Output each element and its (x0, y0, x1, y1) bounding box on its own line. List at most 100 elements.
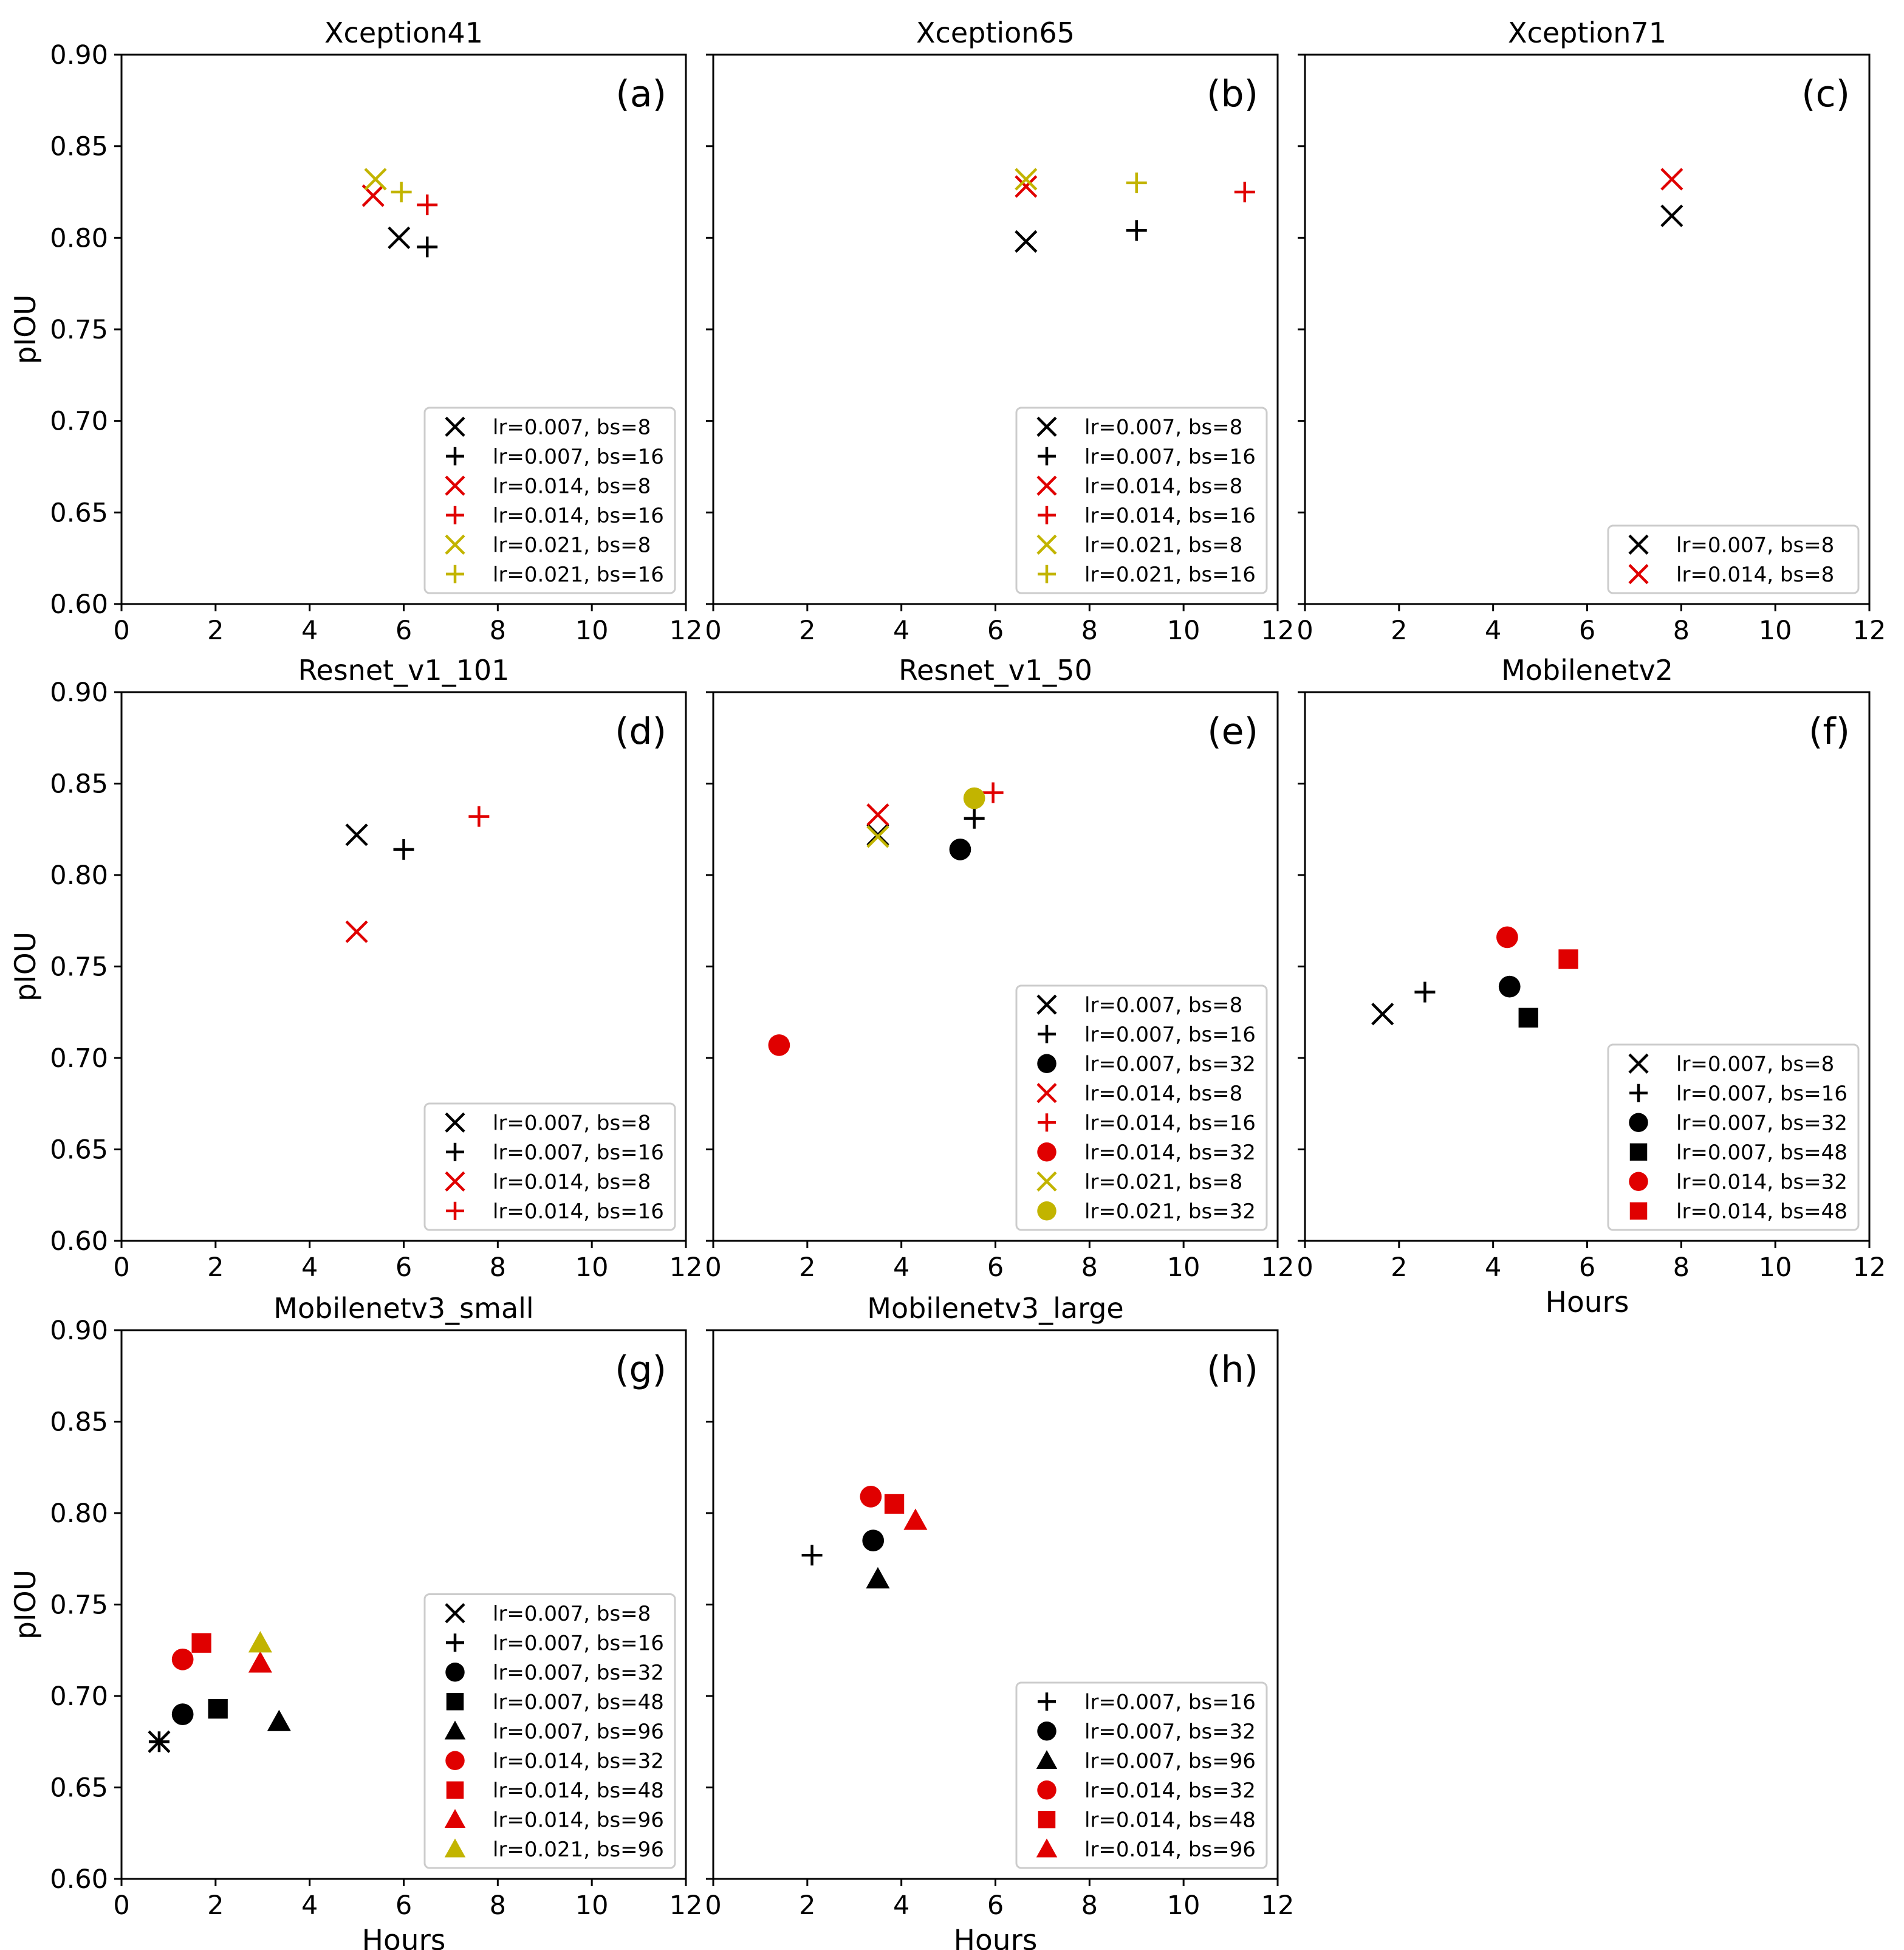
data-point (1518, 1008, 1538, 1028)
x-tick-label: 0 (1296, 616, 1313, 646)
x-tick-label: 4 (1485, 616, 1501, 646)
legend-entry: lr=0.007, bs=8 (1676, 1052, 1834, 1076)
x-tick-label: 6 (987, 1252, 1004, 1283)
legend-entry: lr=0.007, bs=32 (1084, 1052, 1256, 1076)
x-tick-label: 10 (1167, 1252, 1200, 1283)
data-point (248, 1631, 272, 1653)
legend-entry: lr=0.014, bs=8 (1676, 563, 1834, 587)
panel-f: 0 2 4 6 8 10 12 Mobilenetv2 (f) Hours lr=0.007, bs… (1296, 654, 1886, 1319)
legend-entry: lr=0.007, bs=32 (493, 1661, 664, 1685)
panel-title: Xception71 (1508, 16, 1666, 49)
legend-entry: lr=0.021, bs=8 (1084, 1170, 1242, 1194)
legend: lr=0.007, bs=8 lr=0.007, bs=16 lr=0.014, b… (423, 1102, 676, 1231)
panel-h: 0 2 4 6 8 10 12 Mobilenetv3_large (h) Hours lr=0.0… (705, 1292, 1294, 1950)
legend-entry: lr=0.007, bs=8 (493, 415, 651, 439)
data-point (903, 1508, 928, 1530)
y-tick-label: 0.85 (50, 132, 108, 162)
data-point (949, 839, 971, 860)
data-point (391, 182, 412, 202)
legend-frame (423, 1102, 676, 1231)
legend-marker (1628, 564, 1649, 585)
legend-marker (445, 1171, 465, 1192)
data-point (417, 236, 438, 258)
legend-entry: lr=0.014, bs=8 (493, 1170, 651, 1194)
x-tick-label: 4 (893, 1890, 909, 1921)
legend-entry: lr=0.007, bs=8 (1084, 993, 1242, 1017)
x-tick-label: 12 (669, 1252, 703, 1283)
panel-title: Mobilenetv3_small (273, 1292, 533, 1325)
legend-entry: lr=0.014, bs=16 (493, 504, 664, 528)
panel-title: Resnet_v1_101 (298, 654, 510, 687)
panel-title: Xception41 (324, 16, 483, 49)
legend-marker (446, 1201, 464, 1220)
legend-marker (1037, 1054, 1056, 1073)
x-tick-label: 2 (799, 1252, 815, 1283)
x-tick-label: 10 (1759, 616, 1792, 646)
legend-entry: lr=0.014, bs=32 (1676, 1170, 1847, 1194)
legend-marker (446, 1781, 464, 1799)
y-tick-label: 0.80 (50, 223, 108, 253)
legend-marker (1629, 1172, 1648, 1191)
panel-a: 0 2 4 6 8 10 12 0.60 0.65 0.70 0.75 0.80 0.85 0.90 Xce… (9, 16, 702, 646)
data-point (1414, 981, 1436, 1003)
panel-letter: (d) (615, 710, 666, 753)
y-tick-label: 0.65 (50, 498, 108, 528)
legend-marker (1037, 1780, 1056, 1800)
legend-marker (1629, 1143, 1648, 1161)
y-axis-label: pIOU (9, 932, 43, 1001)
x-tick-label: 8 (490, 1252, 506, 1283)
data-point (148, 1731, 170, 1753)
data-point (171, 1648, 194, 1670)
legend-marker (1036, 1838, 1058, 1858)
data-point (345, 823, 368, 846)
x-tick-label: 8 (490, 616, 506, 646)
legend-entry: lr=0.014, bs=8 (1084, 1082, 1242, 1106)
data-point (171, 1703, 194, 1725)
x-tick-label: 2 (207, 1890, 224, 1921)
y-tick-label: 0.70 (50, 407, 108, 437)
x-tick-label: 6 (987, 1890, 1004, 1921)
y-axis-label: pIOU (9, 294, 43, 364)
x-tick-label: 0 (705, 1252, 721, 1283)
legend-frame (423, 1593, 676, 1869)
legend: lr=0.007, bs=16 lr=0.007, bs=32 lr=0.007, … (1015, 1681, 1268, 1869)
x-tick-label: 0 (113, 1890, 129, 1921)
legend-marker (1038, 447, 1056, 465)
x-tick-label: 8 (490, 1890, 506, 1921)
x-tick-label: 2 (799, 616, 815, 646)
x-axis-label: Hours (362, 1924, 446, 1950)
data-point (208, 1698, 228, 1719)
legend-marker (1629, 1083, 1648, 1102)
legend-frame (1015, 1681, 1268, 1869)
x-tick-label: 4 (301, 1890, 318, 1921)
data-point (866, 1567, 890, 1588)
data-point (1126, 172, 1147, 193)
legend-entry: lr=0.014, bs=8 (1084, 474, 1242, 498)
y-tick-label: 0.60 (50, 589, 108, 620)
data-point (1015, 230, 1038, 253)
legend-marker (1628, 534, 1649, 555)
y-tick-label: 0.75 (50, 1590, 108, 1621)
panel-letter: (a) (615, 73, 666, 115)
legend-entry: lr=0.007, bs=16 (1676, 1082, 1847, 1106)
legend-entry: lr=0.007, bs=96 (1084, 1749, 1256, 1773)
data-point (801, 1545, 823, 1566)
panel-g: 0 2 4 6 8 10 12 0.60 0.65 0.70 0.75 0.80 0.85 0.90 Mob… (9, 1292, 702, 1950)
legend-entry: lr=0.021, bs=16 (493, 563, 664, 587)
data-point (345, 920, 368, 943)
data-point (364, 168, 387, 191)
x-tick-label: 10 (1167, 616, 1200, 646)
legend-marker (1037, 1201, 1056, 1221)
x-tick-label: 0 (113, 616, 129, 646)
x-tick-label: 10 (1759, 1252, 1792, 1283)
x-tick-label: 10 (575, 616, 609, 646)
y-tick-label: 0.70 (50, 1681, 108, 1712)
x-tick-label: 2 (799, 1890, 815, 1921)
legend-marker (445, 475, 465, 496)
legend-marker (1628, 1053, 1649, 1074)
legend-marker (1036, 1171, 1057, 1192)
legend-entry: lr=0.014, bs=8 (493, 474, 651, 498)
x-tick-label: 4 (893, 616, 909, 646)
panel-letter: (b) (1207, 73, 1258, 115)
legend-entry: lr=0.007, bs=16 (493, 1631, 664, 1655)
